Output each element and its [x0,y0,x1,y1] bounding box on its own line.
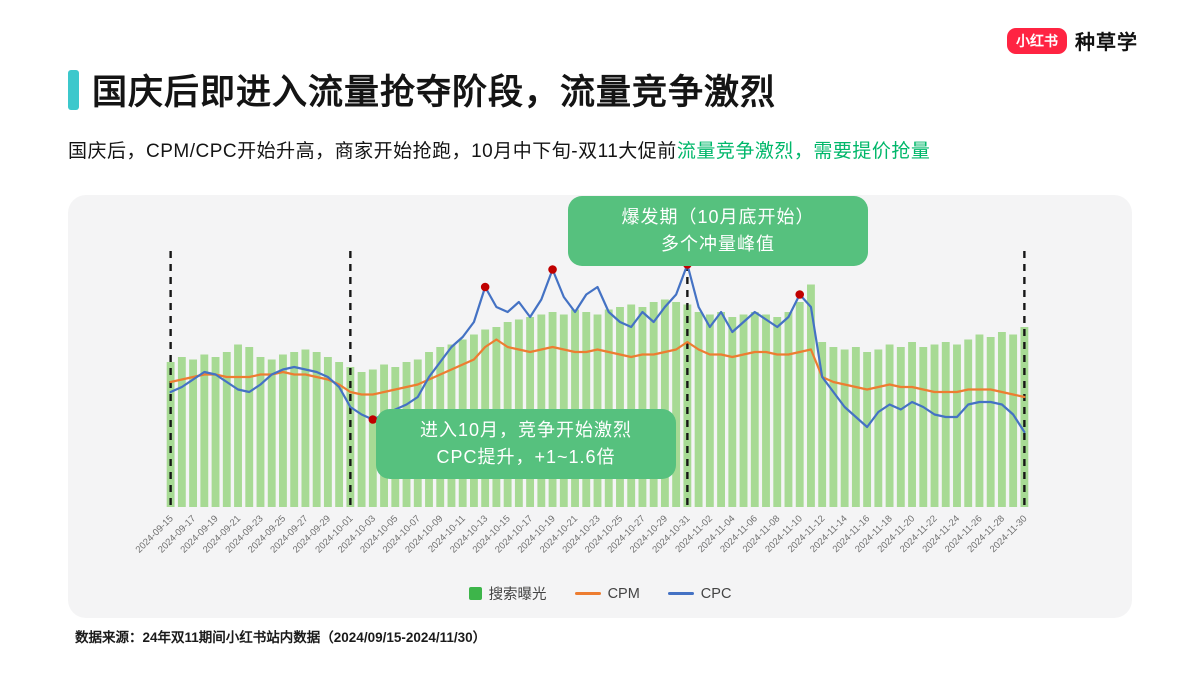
exposure-bar [672,302,681,507]
exposure-bar [571,309,579,507]
exposure-bar [694,312,703,507]
exposure-bar [953,344,961,507]
brand-logo: 小红书 种草学 [1007,26,1138,55]
exposure-bar [323,357,332,507]
exposure-bar [638,307,647,507]
exposure-bar [863,352,872,507]
exposure-bar [279,354,287,507]
exposure-bar [807,284,815,507]
callout-burst-line1: 爆发期（10月底开始） [621,207,815,227]
exposure-bar [177,357,186,507]
exposure-bar [986,337,995,507]
peak-marker [368,415,378,424]
exposure-bar [773,317,782,507]
subtitle-text: 国庆后，CPM/CPC开始升高，商家开始抢跑，10月中下旬-双11大促前 [68,141,677,162]
exposure-bar [919,347,928,507]
legend-bar-swatch [468,587,482,600]
exposure-bar [975,334,984,507]
callout-october-competition: 进入10月，竞争开始激烈 CPC提升，+1~1.6倍 [376,409,676,479]
exposure-bar [301,349,310,507]
exposure-bar [660,299,669,507]
exposure-bar [941,342,950,507]
legend-cpm-swatch [574,592,601,595]
exposure-bar [964,339,973,507]
legend-cpm-label: CPM [607,585,640,602]
xiaohongshu-badge: 小红书 [1007,27,1067,54]
callout-october-line2: CPC提升，+1~1.6倍 [436,447,616,467]
exposure-bar [200,354,209,507]
exposure-bar [368,369,377,507]
exposure-bar [649,302,658,507]
chart-legend: 搜索曝光 CPM CPC [68,583,1132,604]
subtitle: 国庆后，CPM/CPC开始升高，商家开始抢跑，10月中下旬-双11大促前流量竞争… [68,136,930,163]
cpm-line [169,338,1026,399]
exposure-bar [211,357,220,507]
exposure-bar [795,302,804,507]
page-title: 国庆后即进入流量抢夺阶段，流量竞争激烈 [92,73,777,112]
exposure-bar [840,349,849,507]
legend-cpc-swatch [667,592,694,595]
legend-item-cpm: CPM [574,585,640,602]
exposure-bar [717,312,725,507]
exposure-bar [705,314,714,507]
exposure-bar [762,314,770,507]
exposure-bar [312,352,321,507]
exposure-bar [818,342,827,507]
exposure-bar [290,352,299,507]
brand-suffix: 种草学 [1075,32,1138,54]
exposure-bar [851,347,860,507]
exposure-bar [627,304,636,507]
exposure-bar [616,307,624,507]
legend-exposure-label: 搜索曝光 [488,587,547,603]
subtitle-highlight: 流量竞争激烈，需要提价抢量 [676,141,931,162]
exposure-bar [357,372,366,507]
exposure-bar [908,342,916,507]
exposure-bar [874,349,883,507]
exposure-bar [245,347,254,507]
exposure-bar [189,359,198,507]
chart-card: 2024-09-15 2024-09-17 2024-09-19 2024-09-21… [68,195,1132,618]
title-row: 国庆后即进入流量抢夺阶段，流量竞争激烈 [68,64,776,115]
exposure-bar [222,352,231,507]
exposure-bar [1020,327,1029,507]
legend-item-exposure: 搜索曝光 [468,583,547,604]
peak-marker [480,282,490,292]
title-accent-bar [68,69,79,110]
exposure-bar [1009,334,1018,507]
exposure-bar [728,317,737,507]
exposure-bar [683,304,692,507]
exposure-bar [784,312,793,507]
exposure-bar [335,362,344,507]
exposure-bar [750,312,759,507]
peak-marker [548,265,557,274]
exposure-bar [829,347,838,507]
exposure-bar [234,344,242,507]
peak-marker [795,290,805,299]
exposure-bar [739,314,748,507]
exposure-bar [267,359,276,507]
legend-cpc-label: CPC [700,585,732,602]
callout-burst-line2: 多个冲量峰值 [661,234,775,254]
cpc-line [169,263,1026,434]
exposure-bar [604,309,613,507]
exposure-bar [256,357,265,507]
data-source: 数据来源：24年双11期间小红书站内数据（2024/09/15-2024/11/… [75,630,487,645]
callout-october-line1: 进入10月，竞争开始激烈 [419,420,633,440]
exposure-bar [896,347,905,507]
legend-item-cpc: CPC [667,585,732,602]
callout-burst-period: 爆发期（10月底开始） 多个冲量峰值 [568,196,868,266]
exposure-bar [930,344,939,507]
exposure-bar [885,344,894,507]
exposure-bar [997,332,1006,507]
